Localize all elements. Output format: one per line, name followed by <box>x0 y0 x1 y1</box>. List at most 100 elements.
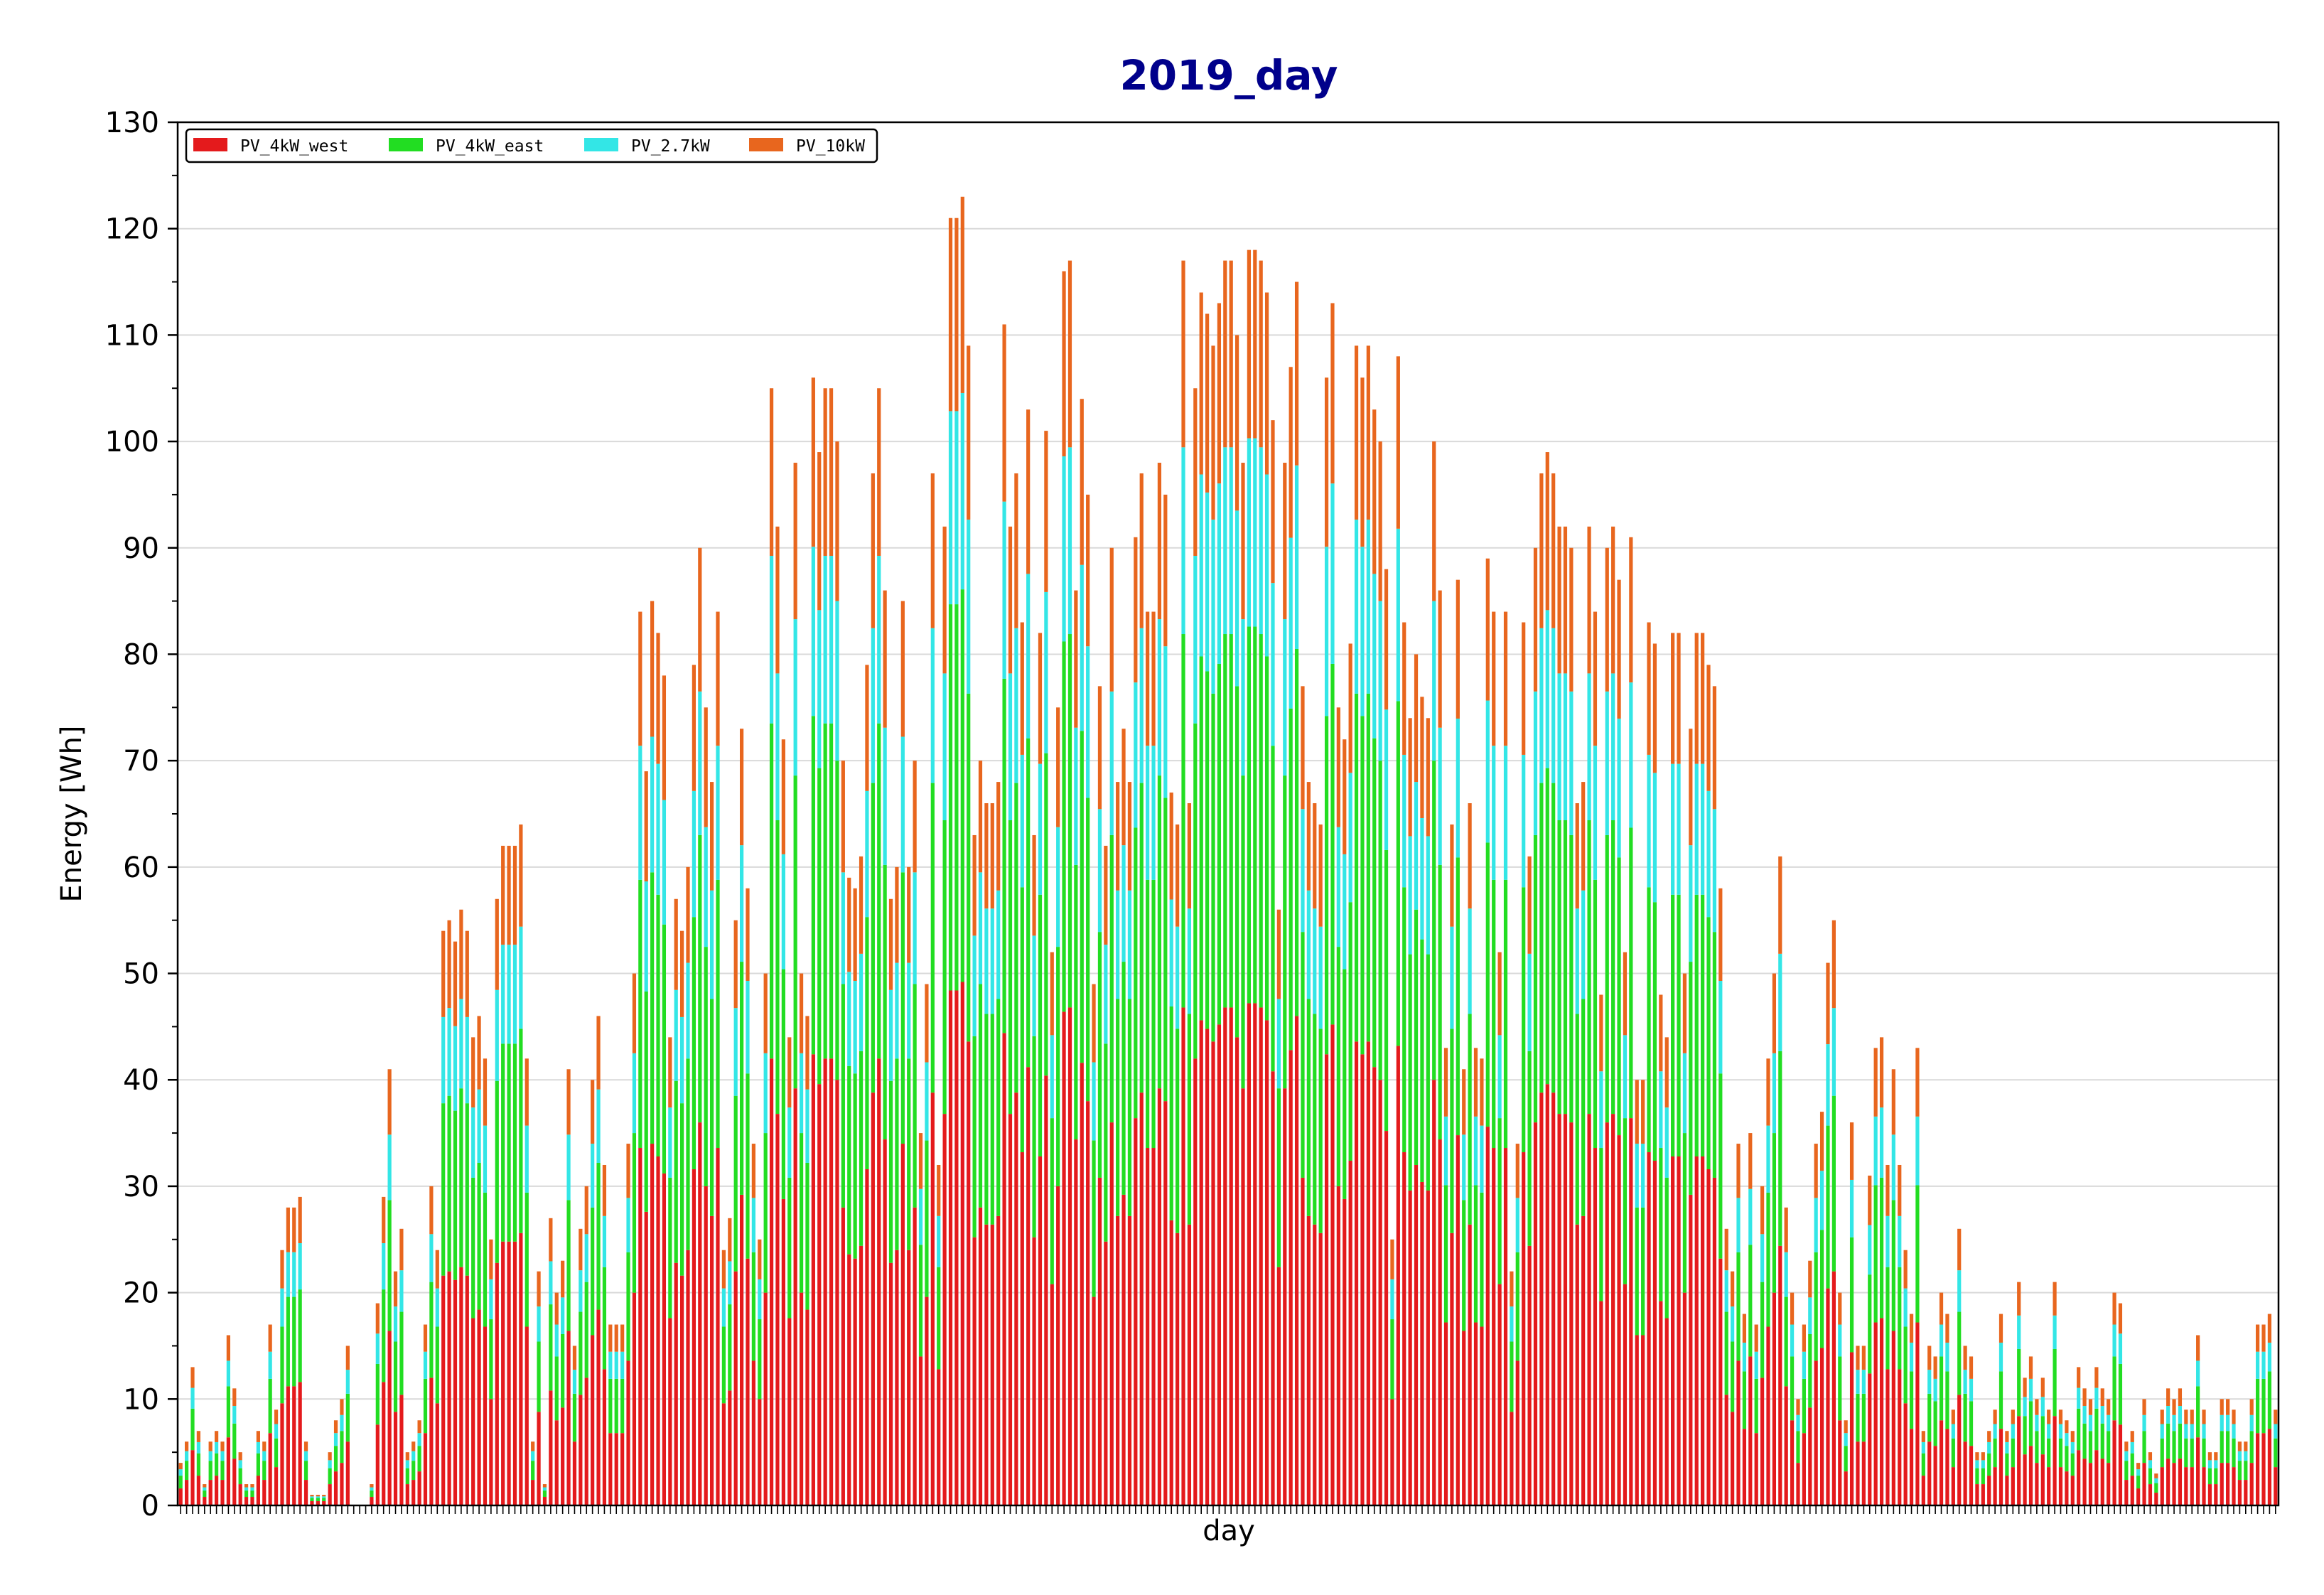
bar-pv-4kw-west <box>1903 1403 1908 1505</box>
bar-pv-4kw-west <box>549 1390 553 1505</box>
bar-pv-4kw-west <box>2130 1476 2134 1505</box>
bar-pv-10kw <box>1318 824 1323 927</box>
bar-pv-2-7kw <box>1849 1179 1854 1237</box>
bar-pv-2-7kw <box>2107 1414 2111 1432</box>
bar-pv-10kw <box>1384 569 1389 710</box>
bar-pv-4kw-west <box>1885 1369 1890 1505</box>
bar-pv-2-7kw <box>1187 908 1192 1014</box>
bar-pv-4kw-west <box>1443 1322 1448 1505</box>
bar-pv-10kw <box>2124 1441 2129 1451</box>
bar-pv-4kw-east <box>1808 1334 1812 1408</box>
bar-pv-4kw-east <box>1343 969 1347 1199</box>
bar-pv-4kw-west <box>286 1386 290 1505</box>
bar-pv-4kw-east <box>1402 887 1406 1153</box>
bar-pv-2-7kw <box>1462 1134 1466 1201</box>
bar-pv-4kw-west <box>477 1309 481 1505</box>
bar-pv-4kw-west <box>1718 1258 1723 1505</box>
bar-pv-2-7kw <box>477 1089 481 1163</box>
bar-pv-4kw-west <box>1629 1118 1633 1505</box>
bar-pv-4kw-west <box>1414 1164 1419 1505</box>
bar-pv-10kw <box>214 1431 219 1442</box>
bar-pv-4kw-east <box>2124 1461 2129 1481</box>
bar-pv-2-7kw <box>1109 691 1114 835</box>
bar-pv-4kw-east <box>226 1386 230 1438</box>
bar-pv-2-7kw <box>238 1460 242 1468</box>
bar-pv-10kw <box>375 1303 380 1334</box>
bar-pv-4kw-west <box>1211 1041 1215 1505</box>
bar-pv-4kw-west <box>1408 1190 1412 1505</box>
bar-pv-4kw-west <box>1330 1024 1335 1505</box>
bar-pv-2-7kw <box>1062 456 1066 642</box>
bar-pv-4kw-east <box>1742 1371 1747 1429</box>
bar-pv-4kw-east <box>1563 820 1568 1115</box>
bar-pv-4kw-west <box>2070 1476 2075 1505</box>
bar-pv-4kw-east <box>1330 663 1335 1025</box>
bar-pv-4kw-west <box>1557 1114 1561 1505</box>
bar-pv-2-7kw <box>1067 447 1072 635</box>
bar-pv-2-7kw <box>1217 483 1222 664</box>
bar-pv-4kw-west <box>2154 1493 2158 1505</box>
bar-pv-10kw <box>925 984 929 1063</box>
bar-pv-2-7kw <box>2040 1397 2045 1417</box>
bar-pv-10kw <box>1533 547 1538 692</box>
bar-pv-4kw-west <box>775 1114 780 1505</box>
bar-pv-4kw-east <box>1187 1014 1192 1225</box>
bar-pv-10kw <box>1742 1314 1747 1343</box>
bar-pv-2-7kw <box>1121 845 1126 962</box>
bar-pv-2-7kw <box>262 1451 267 1461</box>
bar-pv-10kw <box>566 1069 571 1135</box>
bar-pv-2-7kw <box>1050 1035 1054 1119</box>
bar-pv-4kw-east <box>1480 1192 1484 1327</box>
bar-pv-4kw-east <box>2154 1483 2158 1493</box>
bar-pv-10kw <box>2040 1378 2045 1397</box>
bar-pv-4kw-east <box>883 864 887 1140</box>
bar-pv-2-7kw <box>471 1107 475 1178</box>
bar-pv-4kw-west <box>2053 1416 2057 1505</box>
bar-pv-10kw <box>250 1484 254 1488</box>
bar-pv-2-7kw <box>996 890 1001 999</box>
bar-pv-10kw <box>2267 1314 2272 1343</box>
bar-pv-10kw <box>596 1016 601 1090</box>
bar-pv-2-7kw <box>644 881 648 992</box>
bar-pv-4kw-east <box>554 1356 559 1421</box>
bar-pv-2-7kw <box>1802 1351 1806 1379</box>
bar-pv-2-7kw <box>435 1288 439 1327</box>
legend-swatch <box>584 138 618 151</box>
bar-pv-10kw <box>1635 1080 1639 1144</box>
bar-pv-4kw-east <box>1760 1282 1765 1378</box>
bar-pv-4kw-west <box>1456 1135 1460 1505</box>
bar-pv-2-7kw <box>1294 465 1299 649</box>
bar-pv-2-7kw <box>393 1306 398 1342</box>
bar-pv-4kw-east <box>1193 723 1198 1059</box>
bar-pv-10kw <box>2142 1399 2146 1415</box>
bar-pv-2-7kw <box>853 981 857 1074</box>
bar-pv-2-7kw <box>1748 1188 1753 1245</box>
bar-pv-4kw-east <box>907 1058 911 1250</box>
bar-pv-10kw <box>1933 1356 1937 1379</box>
bar-pv-4kw-west <box>1176 1232 1180 1505</box>
bar-pv-10kw <box>1712 686 1717 810</box>
bar-pv-4kw-east <box>1557 820 1561 1115</box>
bar-pv-4kw-east <box>877 723 881 1059</box>
bar-pv-4kw-west <box>1283 1088 1287 1505</box>
bar-pv-4kw-west <box>1276 1267 1281 1505</box>
bar-pv-2-7kw <box>1652 773 1657 903</box>
bar-pv-2-7kw <box>811 547 815 716</box>
bar-pv-4kw-east <box>477 1162 481 1310</box>
bar-pv-2-7kw <box>602 1215 607 1267</box>
bar-pv-4kw-west <box>2065 1471 2069 1505</box>
bar-pv-4kw-west <box>1682 1292 1687 1505</box>
bar-pv-2-7kw <box>925 1062 929 1141</box>
bar-pv-4kw-west <box>650 1144 655 1505</box>
bar-pv-10kw <box>1480 1058 1484 1126</box>
bar-pv-10kw <box>459 909 463 999</box>
bar-pv-4kw-west <box>1915 1322 1920 1505</box>
bar-pv-4kw-west <box>1539 1092 1544 1505</box>
bar-pv-4kw-east <box>996 999 1001 1216</box>
bar-pv-10kw <box>2028 1356 2033 1379</box>
bar-pv-4kw-west <box>978 1207 983 1505</box>
bar-pv-10kw <box>1879 1037 1884 1108</box>
bar-pv-2-7kw <box>907 962 911 1059</box>
bar-pv-2-7kw <box>232 1406 237 1424</box>
bar-pv-4kw-west <box>1086 1101 1090 1505</box>
